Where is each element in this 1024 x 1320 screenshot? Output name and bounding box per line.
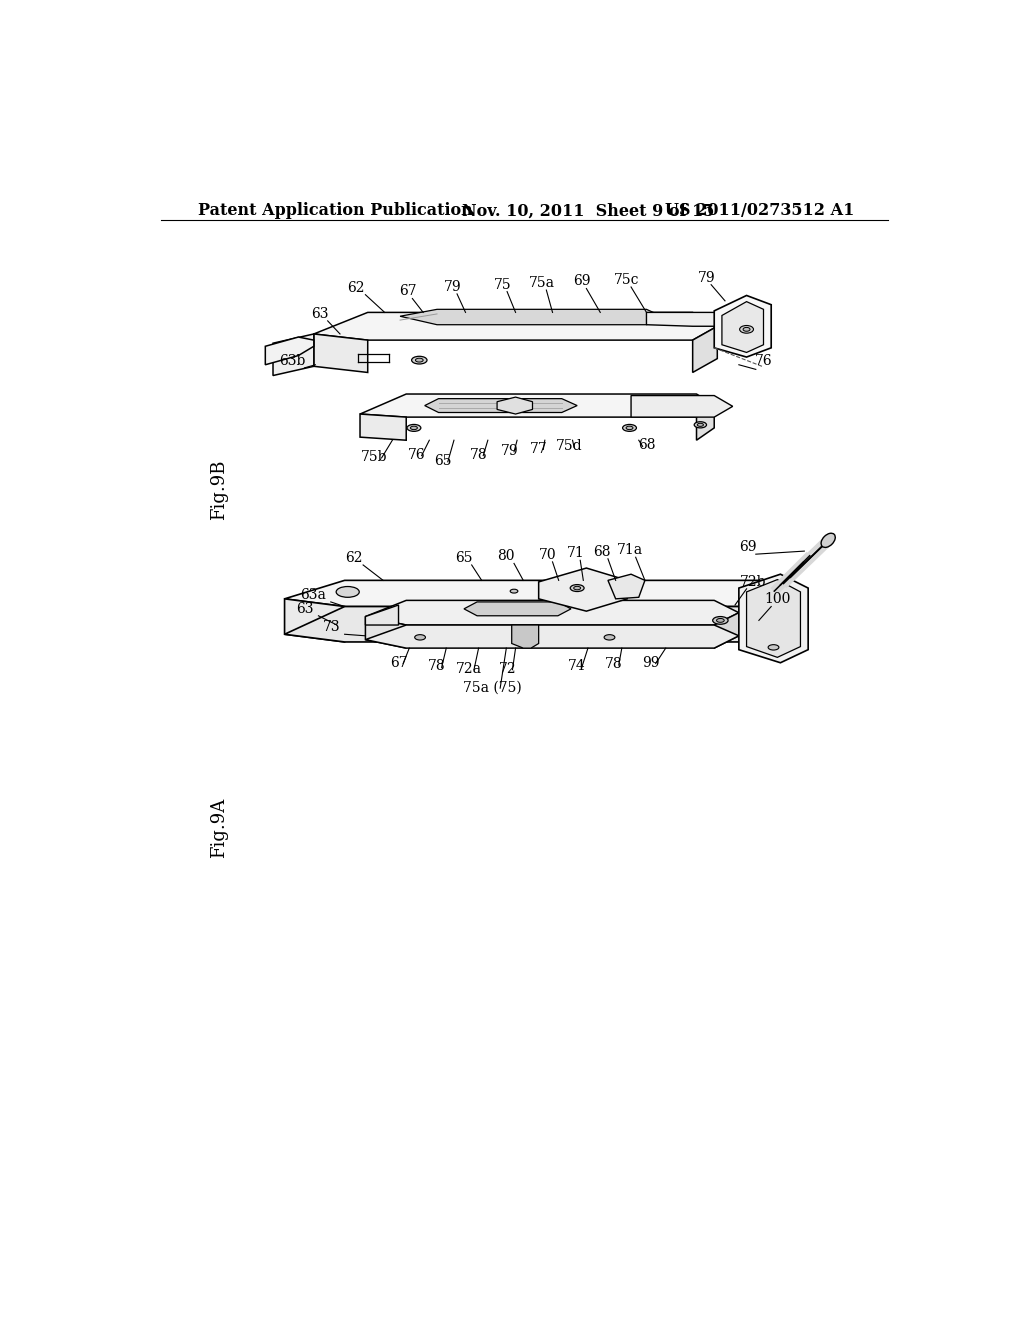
Text: 75c: 75c xyxy=(613,273,639,286)
Text: 63a: 63a xyxy=(300,587,326,602)
Text: 67: 67 xyxy=(390,656,408,669)
Ellipse shape xyxy=(573,586,581,590)
Text: 72: 72 xyxy=(499,661,517,676)
Ellipse shape xyxy=(411,426,418,429)
Text: Patent Application Publication: Patent Application Publication xyxy=(199,202,473,219)
Polygon shape xyxy=(360,395,714,417)
Ellipse shape xyxy=(570,585,584,591)
Text: 62: 62 xyxy=(347,281,365,294)
Polygon shape xyxy=(285,607,785,642)
Ellipse shape xyxy=(768,644,779,649)
Ellipse shape xyxy=(336,586,359,598)
Text: 69: 69 xyxy=(739,540,757,554)
Text: 74: 74 xyxy=(568,660,586,673)
Polygon shape xyxy=(285,599,345,642)
Ellipse shape xyxy=(697,424,703,426)
Ellipse shape xyxy=(415,635,425,640)
Text: 80: 80 xyxy=(498,549,515,564)
Text: Fig.9B: Fig.9B xyxy=(210,459,228,520)
Ellipse shape xyxy=(510,589,518,593)
Text: 75d: 75d xyxy=(556,440,583,453)
Text: 78: 78 xyxy=(470,447,487,462)
Polygon shape xyxy=(714,296,771,358)
Ellipse shape xyxy=(604,635,614,640)
Polygon shape xyxy=(539,568,628,611)
Text: 62: 62 xyxy=(345,550,362,565)
Text: 65: 65 xyxy=(456,550,473,565)
Text: 78: 78 xyxy=(428,660,445,673)
Ellipse shape xyxy=(623,425,637,432)
Text: 63b: 63b xyxy=(280,354,305,368)
Text: 73: 73 xyxy=(323,620,340,634)
Polygon shape xyxy=(285,581,785,607)
Polygon shape xyxy=(714,612,739,648)
Polygon shape xyxy=(366,616,407,648)
Polygon shape xyxy=(366,605,398,626)
Text: 71a: 71a xyxy=(616,544,643,557)
Text: 72a: 72a xyxy=(457,661,482,676)
Polygon shape xyxy=(425,399,578,412)
Ellipse shape xyxy=(626,426,633,429)
Polygon shape xyxy=(273,334,313,376)
Polygon shape xyxy=(400,309,664,325)
Text: 79: 79 xyxy=(501,444,518,458)
Text: 75: 75 xyxy=(494,277,511,292)
Text: 99: 99 xyxy=(642,656,659,669)
Polygon shape xyxy=(722,302,764,352)
Text: 72b: 72b xyxy=(739,574,766,589)
Text: 75b: 75b xyxy=(360,450,387,465)
Text: 76: 76 xyxy=(755,354,772,368)
Text: 67: 67 xyxy=(399,285,417,298)
Text: 63: 63 xyxy=(296,602,313,615)
Ellipse shape xyxy=(713,616,728,624)
Text: 68: 68 xyxy=(638,438,655,453)
Ellipse shape xyxy=(412,356,427,364)
Ellipse shape xyxy=(821,533,836,548)
Polygon shape xyxy=(646,313,739,326)
Text: 71: 71 xyxy=(566,546,585,560)
Ellipse shape xyxy=(407,425,421,432)
Polygon shape xyxy=(464,602,571,615)
Polygon shape xyxy=(265,337,313,364)
Polygon shape xyxy=(739,574,808,663)
Text: 75a: 75a xyxy=(528,276,555,290)
Polygon shape xyxy=(366,601,739,626)
Ellipse shape xyxy=(416,358,423,362)
Text: 78: 78 xyxy=(605,657,623,671)
Polygon shape xyxy=(366,626,739,648)
Text: 70: 70 xyxy=(539,548,557,562)
Ellipse shape xyxy=(694,422,707,428)
Text: 65: 65 xyxy=(434,454,452,467)
Text: 63: 63 xyxy=(311,306,329,321)
Polygon shape xyxy=(631,396,733,417)
Polygon shape xyxy=(497,397,532,414)
Text: Nov. 10, 2011  Sheet 9 of 15: Nov. 10, 2011 Sheet 9 of 15 xyxy=(462,202,714,219)
Polygon shape xyxy=(360,414,407,441)
Text: 79: 79 xyxy=(697,271,716,285)
Polygon shape xyxy=(692,326,717,372)
Text: 68: 68 xyxy=(593,545,610,558)
Polygon shape xyxy=(313,334,368,372)
Polygon shape xyxy=(746,579,801,657)
Text: 79: 79 xyxy=(443,280,461,294)
Polygon shape xyxy=(608,574,645,599)
Text: 75a (75): 75a (75) xyxy=(463,680,522,694)
Ellipse shape xyxy=(743,327,750,331)
Text: 76: 76 xyxy=(409,447,426,462)
Polygon shape xyxy=(313,313,717,341)
Text: 69: 69 xyxy=(573,275,591,289)
Text: US 2011/0273512 A1: US 2011/0273512 A1 xyxy=(665,202,854,219)
Polygon shape xyxy=(764,593,785,642)
Ellipse shape xyxy=(739,326,754,333)
Polygon shape xyxy=(512,626,539,648)
Ellipse shape xyxy=(717,619,724,622)
Polygon shape xyxy=(696,405,714,441)
Text: Fig.9A: Fig.9A xyxy=(210,799,228,858)
Text: 77: 77 xyxy=(529,442,548,455)
Text: 100: 100 xyxy=(764,593,791,606)
